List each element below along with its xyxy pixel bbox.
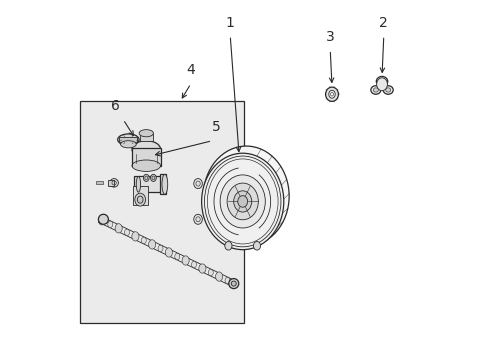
Bar bbox=[80, 102, 244, 323]
Text: 4: 4 bbox=[186, 63, 195, 77]
Ellipse shape bbox=[150, 174, 156, 181]
Ellipse shape bbox=[135, 193, 145, 206]
Ellipse shape bbox=[233, 191, 251, 212]
Ellipse shape bbox=[385, 88, 390, 92]
Ellipse shape bbox=[132, 160, 160, 171]
Ellipse shape bbox=[383, 86, 392, 94]
Ellipse shape bbox=[224, 242, 231, 250]
Ellipse shape bbox=[237, 195, 247, 207]
Bar bbox=[108, 180, 114, 186]
Ellipse shape bbox=[107, 221, 113, 228]
Ellipse shape bbox=[98, 216, 105, 225]
Ellipse shape bbox=[228, 279, 238, 289]
Ellipse shape bbox=[132, 141, 160, 158]
Bar bbox=[160, 174, 165, 194]
Bar bbox=[140, 134, 152, 141]
Ellipse shape bbox=[118, 134, 139, 145]
Ellipse shape bbox=[376, 76, 387, 86]
Ellipse shape bbox=[143, 174, 149, 181]
Ellipse shape bbox=[132, 232, 139, 241]
Ellipse shape bbox=[372, 88, 378, 92]
Ellipse shape bbox=[376, 78, 386, 91]
Ellipse shape bbox=[220, 175, 265, 228]
Ellipse shape bbox=[174, 253, 180, 260]
Text: 2: 2 bbox=[379, 16, 387, 30]
Ellipse shape bbox=[224, 277, 229, 284]
Ellipse shape bbox=[193, 214, 202, 224]
Ellipse shape bbox=[378, 79, 384, 84]
Ellipse shape bbox=[148, 240, 155, 249]
Ellipse shape bbox=[110, 179, 118, 187]
Ellipse shape bbox=[330, 93, 333, 96]
Ellipse shape bbox=[98, 214, 108, 224]
Ellipse shape bbox=[208, 269, 213, 276]
Ellipse shape bbox=[215, 272, 222, 281]
Ellipse shape bbox=[136, 176, 140, 192]
Bar bbox=[119, 138, 137, 143]
Ellipse shape bbox=[137, 196, 143, 203]
Ellipse shape bbox=[328, 90, 335, 98]
Ellipse shape bbox=[182, 256, 189, 265]
Bar bbox=[132, 148, 160, 166]
Bar bbox=[133, 186, 148, 205]
Ellipse shape bbox=[165, 248, 172, 257]
Ellipse shape bbox=[231, 281, 236, 286]
Text: 1: 1 bbox=[225, 16, 234, 30]
Bar bbox=[96, 181, 103, 184]
Ellipse shape bbox=[139, 130, 153, 137]
Ellipse shape bbox=[370, 86, 380, 94]
Ellipse shape bbox=[115, 224, 122, 233]
Ellipse shape bbox=[162, 174, 167, 194]
Bar bbox=[134, 176, 160, 192]
Ellipse shape bbox=[121, 141, 136, 148]
Ellipse shape bbox=[199, 264, 205, 273]
Ellipse shape bbox=[158, 245, 163, 252]
Ellipse shape bbox=[191, 261, 196, 268]
Ellipse shape bbox=[253, 242, 260, 250]
Text: 5: 5 bbox=[211, 120, 220, 134]
Text: 3: 3 bbox=[325, 30, 334, 44]
Ellipse shape bbox=[124, 229, 129, 235]
Ellipse shape bbox=[325, 87, 338, 102]
Ellipse shape bbox=[203, 146, 288, 246]
Text: 6: 6 bbox=[111, 99, 120, 113]
Ellipse shape bbox=[141, 237, 146, 244]
Ellipse shape bbox=[226, 183, 258, 220]
Ellipse shape bbox=[201, 153, 283, 249]
Ellipse shape bbox=[193, 179, 202, 189]
